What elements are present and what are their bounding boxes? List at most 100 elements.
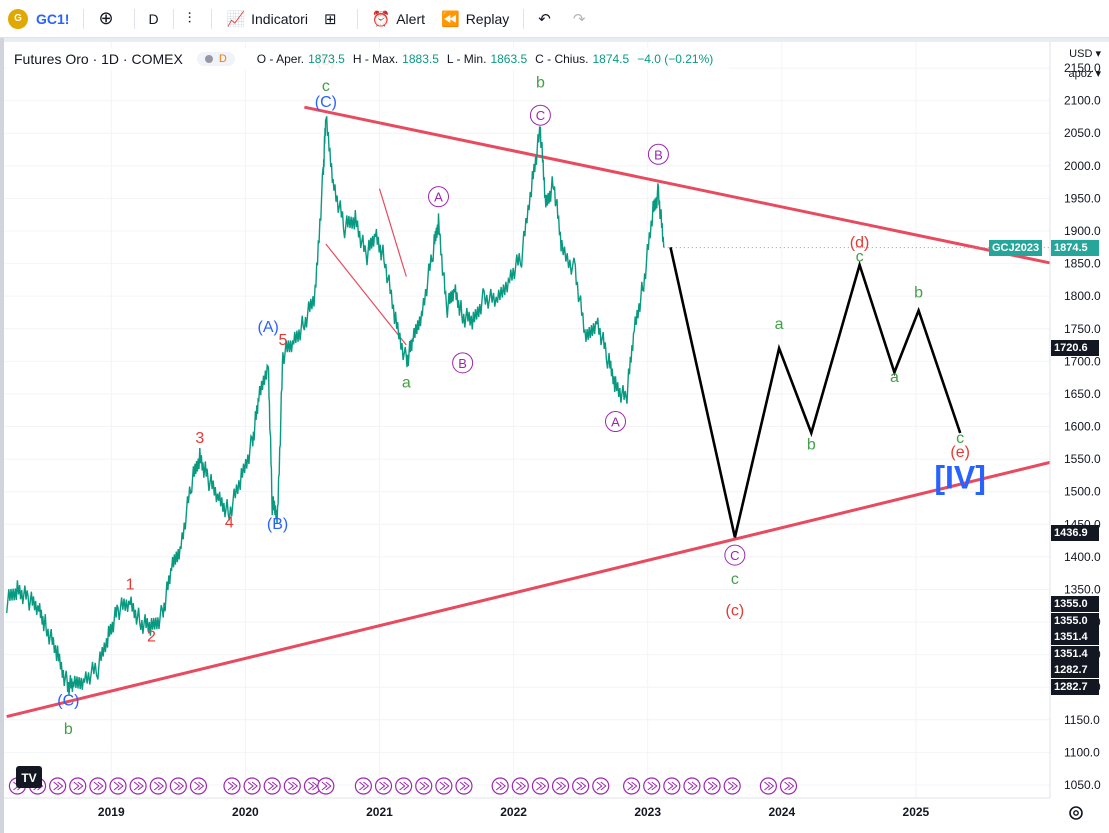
price-tick-label: 2000.0 (1064, 159, 1101, 173)
symbol-price-tag: GCJ2023 (989, 239, 1043, 256)
undo-button[interactable]: ↶ (530, 4, 565, 34)
wave-label: c (956, 430, 964, 447)
redo-icon: ↷ (572, 10, 586, 28)
price-series-line (6, 116, 665, 696)
alert-button[interactable]: ⏰ Alert (364, 4, 433, 34)
wave-label: (C) (315, 94, 337, 111)
event-marker-icon (419, 781, 430, 791)
scale-selector[interactable]: apoz ▾ (1069, 67, 1101, 80)
trendline-minor[interactable] (325, 243, 407, 346)
wave-label: 3 (195, 430, 204, 447)
wave-label: 2 (147, 629, 156, 646)
toolbar-divider (172, 8, 174, 29)
symbol-name: GC1! (36, 10, 70, 27)
projection-path-line (669, 247, 962, 538)
currency-selector[interactable]: USD ▾ (1069, 47, 1101, 60)
indicators-button[interactable]: 📈 Indicatori (218, 4, 316, 34)
stacked-price-tag: 1282.7 (1051, 679, 1099, 695)
wave-label-circle (647, 143, 669, 165)
event-marker-icon (459, 781, 470, 791)
templates-button[interactable]: ⊞ (316, 4, 351, 34)
undo-icon: ↶ (538, 10, 551, 28)
wave-label: a (775, 316, 784, 333)
high-value: 1883.5 (402, 52, 439, 66)
event-marker-icon (53, 781, 64, 791)
event-markers[interactable] (8, 777, 798, 795)
event-marker-icon (93, 781, 104, 791)
toolbar-divider (356, 8, 358, 29)
add-symbol-icon: ⊕ (98, 8, 114, 28)
interval-button[interactable]: D (141, 4, 167, 34)
trendlines[interactable] (6, 105, 1051, 718)
wave-label: b (536, 75, 545, 92)
event-marker-icon (627, 781, 638, 791)
market-status-badge[interactable]: D (196, 52, 235, 66)
interval-label: D (148, 10, 159, 27)
event-marker-icon (133, 781, 144, 791)
toolbar-divider (133, 8, 135, 29)
stacked-price-tag: 1351.4 (1051, 645, 1099, 662)
wave-label: a (402, 374, 411, 391)
event-marker-icon (495, 781, 506, 791)
redo-button[interactable]: ↷ (565, 4, 600, 34)
chart-legend: Futures Oro · 1D · COMEX D O - Aper. 187… (6, 48, 730, 70)
price-tick-label: 2100.0 (1064, 94, 1101, 108)
price-tick-label: 1100.0 (1064, 745, 1100, 759)
date-tick-label: 2023 (634, 805, 661, 819)
frame-left (0, 38, 4, 833)
wave-label: 5 (278, 332, 287, 349)
price-tick-label: 1950.0 (1064, 191, 1101, 205)
wave-label: c (856, 249, 864, 266)
wave-label-circle (605, 411, 627, 433)
price-axis[interactable]: 2150.0 2100.0 2050.0 2000.0 1950.0 1900.0 1850… (1064, 61, 1101, 792)
time-axis[interactable]: 2019 2020 2021 2022 2023 2024 2025 (98, 805, 930, 819)
wave-label: B (458, 356, 467, 371)
wave-label: A (434, 190, 443, 205)
replay-icon: ⏪ (441, 10, 460, 28)
price-tick-label: 1500.0 (1064, 485, 1101, 499)
price-tick-label: 1650.0 (1064, 387, 1101, 401)
wave-label: c (322, 78, 330, 95)
symbol-search-button[interactable]: G GC1! (0, 4, 77, 34)
wave-label-circle (452, 352, 474, 374)
event-marker-icon (556, 781, 567, 791)
current-price-tag: 1874.5 (1051, 239, 1099, 256)
templates-icon: ⊞ (323, 10, 337, 28)
event-marker-icon (227, 781, 238, 791)
price-tag-1720: 1720.6 (1051, 339, 1099, 356)
event-marker-icon (707, 781, 718, 791)
gold-symbol-icon: G (8, 8, 28, 29)
wave-label: (B) (267, 516, 288, 533)
price-tick-label: 1350.0 (1064, 582, 1101, 596)
status-dot-icon (204, 55, 213, 63)
chevron-down-icon: ▾ (1095, 68, 1101, 80)
event-marker-icon (113, 781, 124, 791)
price-tick-label: 2150.0 (1064, 61, 1101, 75)
add-symbol-button[interactable]: ⊕ (90, 4, 127, 34)
price-tick-label: 1700.0 (1064, 354, 1101, 368)
trendline-minor2[interactable] (378, 188, 407, 277)
replay-button[interactable]: ⏪ Replay (433, 4, 517, 34)
event-marker-icon (194, 781, 205, 791)
event-marker-icon (576, 781, 587, 791)
currency-label: USD (1069, 48, 1093, 60)
close-value: 1874.5 (592, 52, 630, 66)
high-label: H - Max. (352, 52, 399, 66)
event-marker-icon (321, 781, 332, 791)
date-tick-label: 2024 (768, 805, 795, 819)
event-marker-icon (667, 781, 678, 791)
stacked-price-tag: 1355.0 (1051, 612, 1099, 629)
wave-label: a (890, 369, 899, 386)
event-marker-icon (247, 781, 258, 791)
toolbar-divider (211, 8, 213, 29)
event-marker-icon (687, 781, 698, 791)
trendline-lower[interactable] (6, 460, 1051, 718)
bars-style-button[interactable]: ⫶ (180, 4, 206, 34)
trendline-upper[interactable] (304, 105, 1051, 265)
time-axis-bg (4, 798, 1050, 833)
price-tag-1436: 1436.9 (1051, 524, 1099, 541)
low-label: L - Min. (446, 52, 487, 66)
gear-icon[interactable] (1069, 806, 1083, 820)
event-marker-icon (379, 781, 390, 791)
